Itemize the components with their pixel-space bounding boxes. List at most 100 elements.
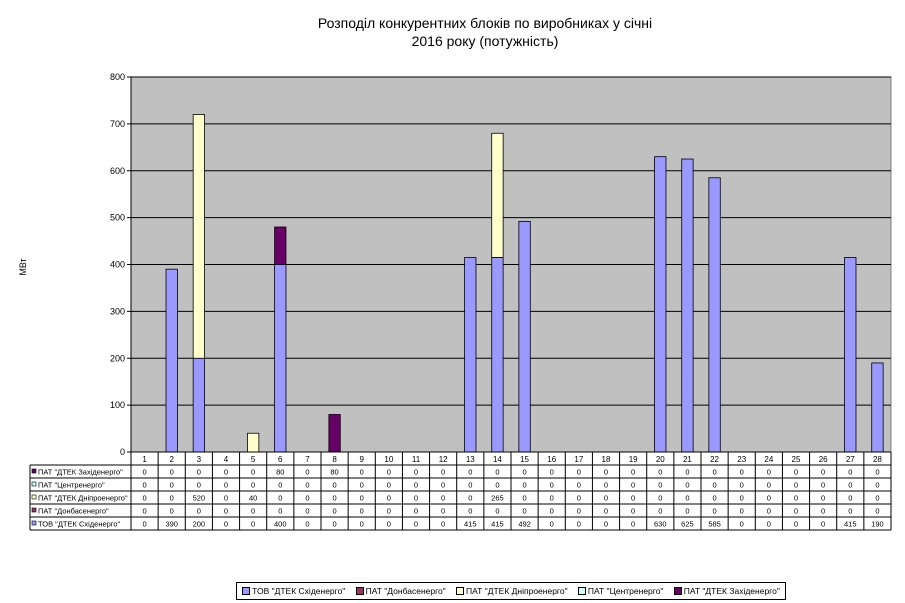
legend-swatch	[577, 587, 586, 595]
y-tick-label: 600	[110, 166, 125, 176]
table-cell: 0	[224, 481, 228, 490]
table-cell: 0	[332, 494, 336, 503]
legend-item: ТОВ "ДТЕК Східенерго"	[242, 586, 345, 596]
table-cell: 520	[193, 494, 206, 503]
x-tick-label: 21	[683, 455, 692, 464]
legend-swatch	[355, 587, 364, 595]
table-cell: 0	[468, 494, 472, 503]
table-cell: 0	[875, 494, 879, 503]
table-cell: 630	[654, 520, 667, 529]
x-tick-label: 2	[169, 455, 174, 464]
bar-segment	[681, 158, 694, 453]
table-cell: 0	[441, 468, 445, 477]
bar-segment	[192, 357, 205, 453]
table-cell: 0	[604, 468, 608, 477]
table-cell: 0	[631, 468, 635, 477]
bar-segment	[871, 362, 884, 453]
table-cell: 0	[522, 507, 526, 516]
legend-label: ТОВ "ДТЕК Східенерго"	[252, 586, 346, 596]
x-tick-label: 19	[629, 455, 638, 464]
table-cell: 0	[604, 507, 608, 516]
bar-segment	[247, 432, 260, 453]
table-cell: 415	[491, 520, 504, 529]
y-tick-label: 0	[120, 447, 125, 457]
table-row-swatch	[31, 507, 37, 513]
table-cell: 0	[658, 494, 662, 503]
y-tick-label: 400	[110, 260, 125, 270]
table-cell: 0	[142, 468, 146, 477]
table-cell: 0	[848, 481, 852, 490]
table-cell: 0	[441, 494, 445, 503]
table-cell: 0	[848, 468, 852, 477]
table-cell: 0	[170, 481, 174, 490]
table-cell: 0	[305, 481, 309, 490]
legend-label: ПАТ "Центренерго"	[587, 586, 664, 596]
bar-segment	[464, 257, 477, 453]
x-tick-label: 15	[520, 455, 529, 464]
bar-segment	[165, 268, 178, 453]
x-tick-label: 4	[224, 455, 229, 464]
table-cell: 0	[767, 507, 771, 516]
table-cell: 0	[142, 481, 146, 490]
x-tick-label: 7	[305, 455, 310, 464]
table-cell: 0	[387, 468, 391, 477]
legend-swatch	[673, 587, 682, 595]
table-row-label: ТОВ "ДТЕК Східенерго"	[38, 520, 121, 529]
table-cell: 0	[712, 507, 716, 516]
table-cell: 0	[712, 468, 716, 477]
table-cell: 625	[681, 520, 694, 529]
table-cell: 0	[550, 468, 554, 477]
table-cell: 0	[740, 507, 744, 516]
table-cell: 0	[305, 494, 309, 503]
table-cell: 0	[142, 520, 146, 529]
table-cell: 200	[193, 520, 206, 529]
table-cell: 0	[658, 481, 662, 490]
bar-segment	[274, 264, 287, 453]
table-cell: 0	[550, 481, 554, 490]
table-cell: 0	[794, 494, 798, 503]
bar-segment	[708, 177, 721, 453]
x-tick-label: 6	[278, 455, 283, 464]
y-tick-label: 100	[110, 400, 125, 410]
table-cell: 0	[848, 494, 852, 503]
table-cell: 0	[658, 468, 662, 477]
table-row-label: ПАТ "ДТЕК Дніпроенерго"	[38, 494, 128, 503]
table-cell: 0	[821, 468, 825, 477]
x-tick-label: 5	[251, 455, 256, 464]
x-tick-label: 16	[547, 455, 556, 464]
table-cell: 0	[305, 507, 309, 516]
table-cell: 390	[165, 520, 178, 529]
table-cell: 0	[468, 481, 472, 490]
legend-item: ПАТ "Донбасенерго"	[355, 586, 446, 596]
table-cell: 0	[387, 520, 391, 529]
x-tick-label: 10	[384, 455, 393, 464]
table-cell: 0	[794, 468, 798, 477]
x-tick-label: 18	[602, 455, 611, 464]
table-cell: 0	[550, 507, 554, 516]
table-cell: 0	[332, 520, 336, 529]
table-cell: 0	[360, 520, 364, 529]
table-cell: 0	[278, 494, 282, 503]
table-cell: 0	[387, 494, 391, 503]
legend-swatch	[456, 587, 465, 595]
table-cell: 0	[821, 481, 825, 490]
table-cell: 0	[577, 481, 581, 490]
table-cell: 0	[441, 481, 445, 490]
legend-swatch	[242, 587, 251, 595]
y-tick-label: 300	[110, 306, 125, 316]
bar-segment	[192, 114, 205, 359]
table-cell: 0	[441, 507, 445, 516]
table-cell: 0	[685, 494, 689, 503]
table-cell: 0	[767, 520, 771, 529]
table-cell: 0	[577, 494, 581, 503]
x-tick-label: 14	[493, 455, 502, 464]
x-tick-label: 17	[574, 455, 583, 464]
table-cell: 0	[740, 468, 744, 477]
table-cell: 0	[577, 520, 581, 529]
table-row-label: ПАТ "Донбасенерго"	[38, 507, 109, 516]
table-cell: 0	[631, 507, 635, 516]
y-tick-label: 200	[110, 353, 125, 363]
table-cell: 0	[821, 494, 825, 503]
table-cell: 0	[767, 468, 771, 477]
table-cell: 0	[224, 494, 228, 503]
